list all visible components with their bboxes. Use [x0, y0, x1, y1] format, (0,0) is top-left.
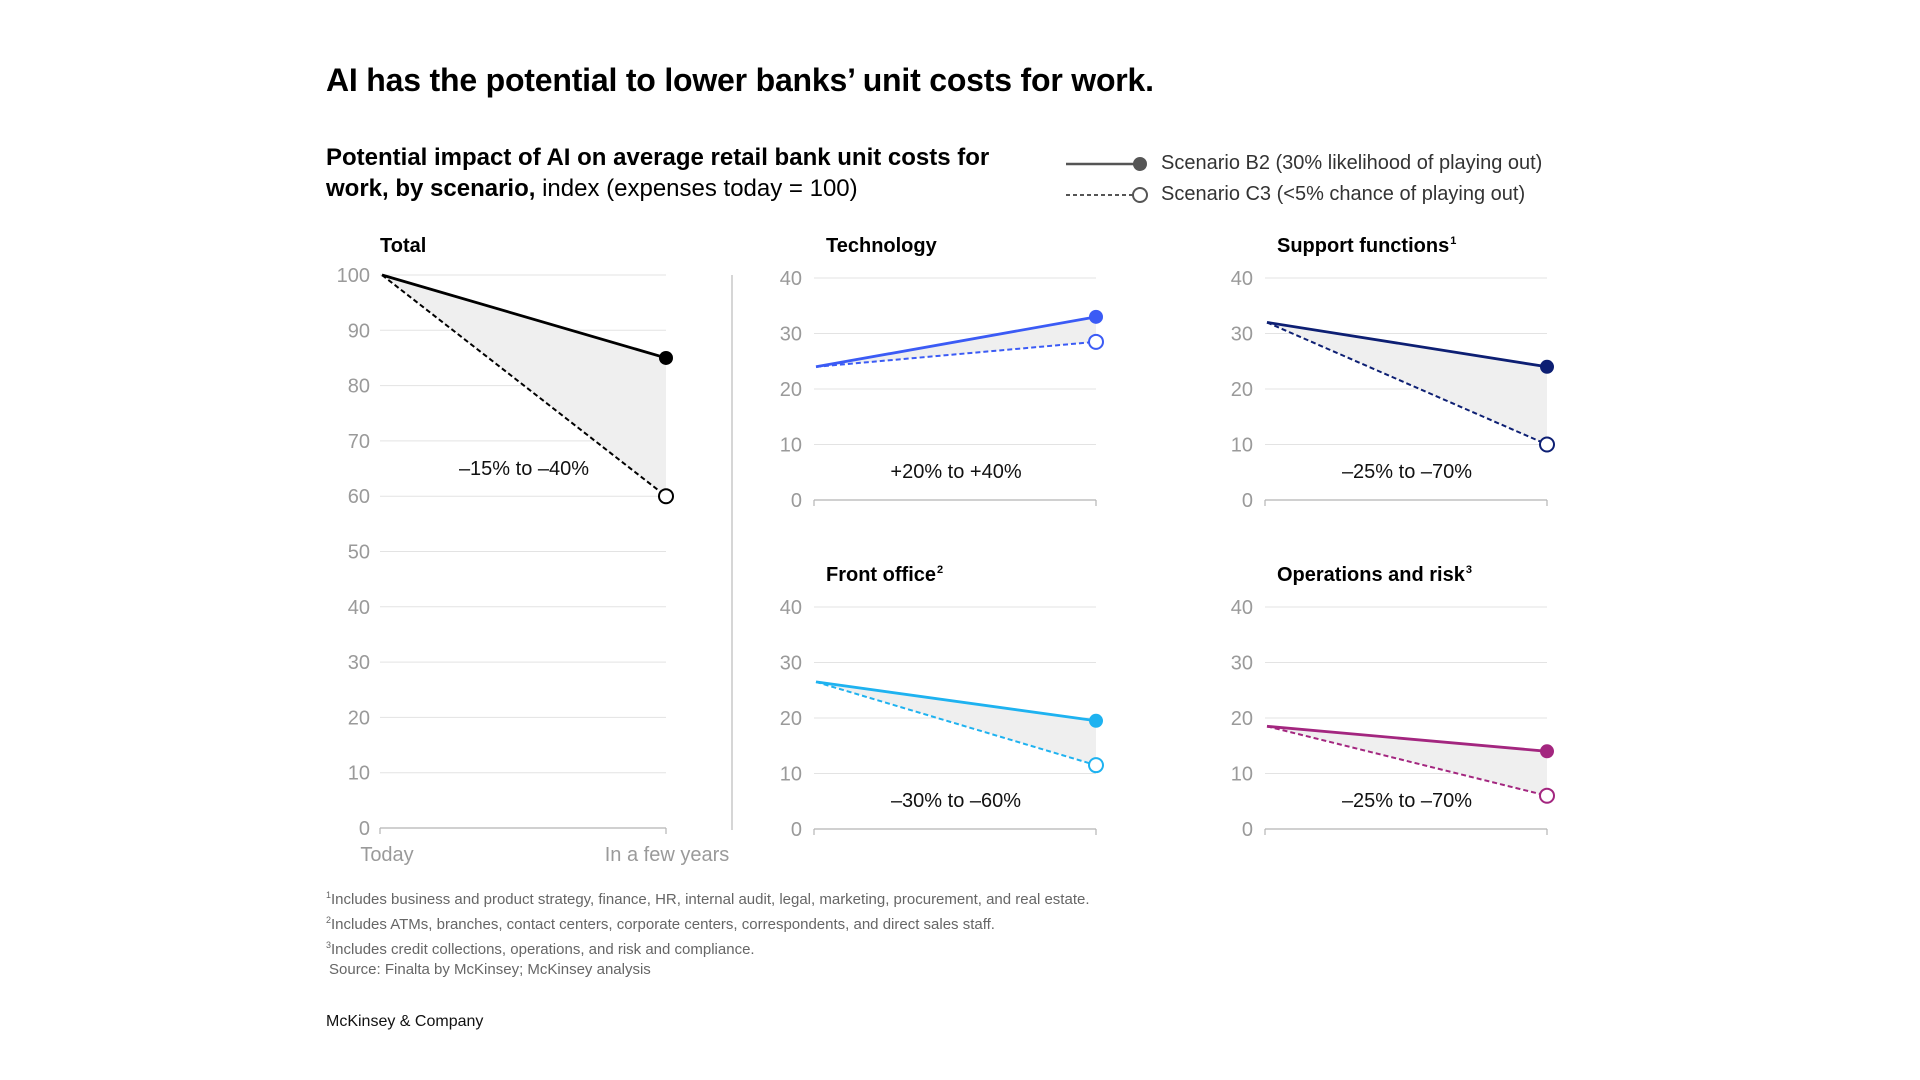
technology-y-tick-label-20: 20 [780, 379, 802, 401]
footnote-1: 1Includes business and product strategy,… [326, 890, 1090, 908]
total-point-scenario-c3 [658, 488, 674, 505]
operations-y-tick-label-40: 40 [1231, 597, 1253, 619]
technology-y-tick-label-30: 30 [780, 324, 802, 346]
legend: Scenario B2 (30% likelihood of playing o… [1064, 148, 1542, 210]
legend-solid-line-icon [1066, 156, 1147, 171]
support-line-scenario-c3 [1266, 321, 1548, 446]
subtitle-bold: Potential impact of AI on average retail… [326, 144, 990, 202]
footnotes: 1Includes business and product strategy,… [326, 885, 1090, 980]
support-y-tick-label-0: 0 [1242, 490, 1253, 512]
legend-item-c3: Scenario C3 (<5% chance of playing out) [1064, 179, 1542, 210]
support-range-label: –25% to –70% [1342, 461, 1472, 483]
technology-y-tick-label-0: 0 [791, 490, 802, 512]
total-line-scenario-c3 [381, 274, 667, 497]
total-y-tick-label-80: 80 [348, 376, 370, 398]
front-y-tick-label-0: 0 [791, 819, 802, 841]
front-y-tick-label-40: 40 [780, 597, 802, 619]
total-y-tick-label-90: 90 [348, 320, 370, 342]
source-note: Source: Finalta by McKinsey; McKinsey an… [329, 961, 651, 978]
front-y-tick-label-30: 30 [780, 653, 802, 675]
front-y-tick-label-10: 10 [780, 764, 802, 786]
total-y-tick-label-40: 40 [348, 597, 370, 619]
total-line-scenario-b2 [381, 273, 667, 360]
front-point-scenario-b2 [1089, 713, 1103, 728]
brand-logo-text: McKinsey & Company [326, 1013, 484, 1030]
front-line-scenario-b2 [815, 680, 1097, 723]
total-y-tick-label-0: 0 [359, 818, 370, 840]
panel-title-operations: Operations and risk3 [1277, 564, 1472, 586]
technology-range-label: +20% to +40% [890, 461, 1021, 483]
front-line-scenario-c3 [815, 680, 1097, 767]
support-y-tick-label-20: 20 [1231, 379, 1253, 401]
panel-title-total: Total [380, 235, 427, 257]
operations-y-tick-label-20: 20 [1231, 708, 1253, 730]
front-point-scenario-c3 [1088, 757, 1104, 774]
legend-dashed-line-icon [1066, 186, 1148, 203]
legend-label-b2: Scenario B2 (30% likelihood of playing o… [1161, 152, 1543, 174]
operations-y-tick-label-10: 10 [1231, 764, 1253, 786]
technology-line-scenario-b2 [815, 315, 1097, 369]
total-point-scenario-b2 [659, 350, 673, 365]
technology-y-tick-label-10: 10 [780, 435, 802, 457]
total-x-label-end: In a few years [605, 844, 730, 866]
operations-range-label: –25% to –70% [1342, 790, 1472, 812]
operations-point-scenario-b2 [1540, 744, 1554, 759]
total-y-tick-label-70: 70 [348, 431, 370, 453]
legend-label-c3: Scenario C3 (<5% chance of playing out) [1161, 183, 1526, 205]
support-point-scenario-c3 [1539, 436, 1555, 453]
technology-y-tick-label-40: 40 [780, 268, 802, 290]
support-line-scenario-b2 [1266, 321, 1548, 369]
operations-point-scenario-c3 [1539, 787, 1555, 804]
chart-subtitle: Potential impact of AI on average retail… [326, 142, 1046, 204]
panel-title-front-office: Front office2 [826, 564, 944, 586]
total-x-label-start: Today [360, 844, 413, 866]
support-y-tick-label-10: 10 [1231, 435, 1253, 457]
total-y-tick-label-50: 50 [348, 542, 370, 564]
operations-y-tick-label-30: 30 [1231, 653, 1253, 675]
panel-title-technology: Technology [826, 235, 937, 257]
legend-item-b2: Scenario B2 (30% likelihood of playing o… [1064, 148, 1542, 179]
total-y-tick-label-20: 20 [348, 707, 370, 729]
front-range-label: –30% to –60% [891, 790, 1021, 812]
technology-line-scenario-c3 [815, 340, 1097, 368]
operations-y-tick-label-0: 0 [1242, 819, 1253, 841]
support-point-scenario-b2 [1540, 359, 1554, 374]
operations-line-scenario-b2 [1266, 724, 1548, 753]
subtitle-normal: index (expenses today = 100) [535, 175, 858, 202]
total-range-label: –15% to –40% [459, 458, 589, 480]
support-y-tick-label-40: 40 [1231, 268, 1253, 290]
footnote-2: 2Includes ATMs, branches, contact center… [326, 915, 995, 933]
support-y-tick-label-30: 30 [1231, 324, 1253, 346]
total-y-tick-label-100: 100 [337, 265, 370, 287]
panel-title-support: Support functions1 [1277, 235, 1457, 257]
operations-line-scenario-c3 [1266, 725, 1548, 797]
chart-title: AI has the potential to lower banks’ uni… [326, 62, 1154, 98]
technology-point-scenario-c3 [1088, 333, 1104, 350]
total-y-tick-label-30: 30 [348, 652, 370, 674]
footnote-3: 3Includes credit collections, operations… [326, 940, 755, 958]
technology-point-scenario-b2 [1089, 309, 1103, 324]
total-y-tick-label-60: 60 [348, 486, 370, 508]
total-y-tick-label-10: 10 [348, 763, 370, 785]
front-y-tick-label-20: 20 [780, 708, 802, 730]
